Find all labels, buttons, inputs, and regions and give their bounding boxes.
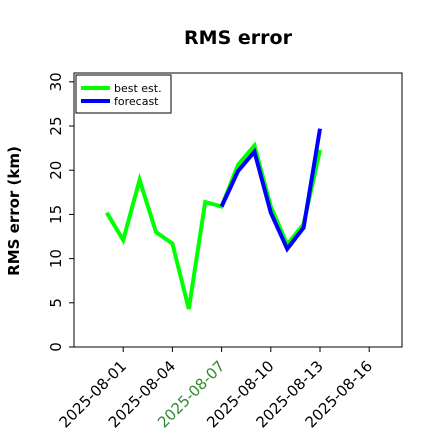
data-point-best-est-0 [105, 211, 109, 215]
data-point-forecast-5 [302, 226, 306, 230]
y-tick-label-30: 30 [47, 72, 65, 91]
chart-title: RMS error [184, 27, 293, 49]
legend-label-forecast: forecast [114, 95, 159, 108]
x-axis: 2025-08-012025-08-042025-08-072025-08-10… [56, 347, 376, 431]
data-point-best-est-8 [236, 163, 240, 167]
data-point-best-est-6 [203, 200, 207, 204]
y-tick-label-10: 10 [47, 249, 65, 268]
y-tick-label-15: 15 [47, 205, 65, 224]
legend: best est.forecast [75, 74, 172, 114]
series-line-forecast [219, 128, 322, 253]
data-point-forecast-0 [220, 205, 224, 209]
data-point-best-est-4 [170, 242, 174, 246]
y-axis: 0 5 10 15 20 25 30 [47, 72, 74, 352]
legend-label-best-est: best est. [114, 82, 162, 95]
data-point-best-est-2 [138, 178, 142, 182]
data-point-forecast-6 [318, 127, 322, 131]
plot-area [105, 127, 322, 311]
y-tick-label-20: 20 [47, 161, 65, 180]
data-point-forecast-2 [252, 150, 256, 154]
data-point-forecast-4 [285, 247, 289, 251]
data-point-forecast-1 [236, 169, 240, 173]
y-tick-label-5: 5 [47, 298, 65, 308]
legend-box [75, 74, 172, 114]
series-line-best-est [105, 141, 322, 310]
data-point-best-est-5 [187, 307, 191, 311]
y-tick-label-0: 0 [47, 342, 65, 352]
data-point-best-est-3 [154, 230, 158, 234]
data-point-best-est-9 [252, 144, 256, 148]
y-tick-label-25: 25 [47, 116, 65, 135]
plot-frame [73, 72, 403, 348]
data-point-best-est-1 [121, 238, 125, 242]
data-point-forecast-3 [269, 211, 273, 215]
y-axis-label: RMS error (km) [5, 146, 23, 276]
